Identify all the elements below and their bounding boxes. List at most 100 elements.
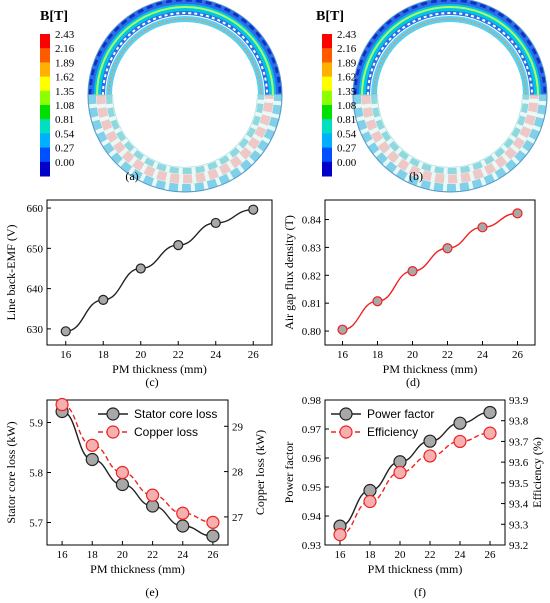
- chart-f-y2-tick-label: 93.7: [509, 436, 529, 448]
- colorbar-b-tick-label: 1.08: [337, 100, 357, 112]
- chart-e-x-tick-label: 18: [87, 549, 99, 561]
- colorbar-a-tick-label: 0.27: [55, 143, 75, 155]
- chart-c-y-axis-label: Line back-EMF (V): [4, 225, 18, 321]
- chart-d-x-tick-label: 18: [372, 349, 384, 361]
- chart-e-series-0-point: [85, 452, 99, 467]
- chart-f-x-tick-label: 24: [455, 549, 467, 561]
- colorbar-b-tick-label: 0.27: [337, 143, 357, 155]
- chart-f-y-tick-label: 0.93: [302, 540, 322, 552]
- colorbar-a-tick-label: 0.81: [55, 114, 74, 126]
- colorbar-a-tick-label: 1.62: [55, 72, 74, 84]
- chart-e-series-1-point: [85, 438, 99, 452]
- chart-d-series-0-line: [342, 212, 518, 331]
- chart-e-series-1-point: [176, 506, 190, 520]
- chart-f-y2-tick-label: 93.9: [509, 395, 529, 407]
- chart-e-y-tick-label: 5.8: [29, 468, 43, 480]
- chart-d-x-tick-label: 16: [337, 349, 349, 361]
- chart-c-series-0-line: [65, 208, 254, 333]
- chart-d-x-tick-label: 20: [407, 349, 419, 361]
- chart-e-y2-tick-label: 29: [232, 421, 244, 433]
- chart-e-legend-marker: [106, 425, 120, 439]
- chart-f-y2-axis-label: Efficiency (%): [530, 437, 544, 508]
- chart-c-y-tick-label: 650: [27, 243, 44, 255]
- chart-d-series-0-point: [512, 208, 523, 219]
- chart-f-x-tick-label: 18: [365, 549, 377, 561]
- chart-power-factor-efficiency: 16 18 20 22 24 26 0.93 0.94 0.95 0.96 0.97 0.98 93.2…: [282, 395, 544, 576]
- colorbar-b-tick-label: 1.35: [337, 86, 357, 98]
- colorbar-a-swatch: [40, 147, 50, 163]
- motor-cross-section-b: [353, 0, 547, 192]
- chart-f-y2-tick-label: 93.2: [509, 540, 528, 552]
- colorbar-b-swatch: [322, 105, 332, 120]
- chart-e-legend-label: Copper loss: [134, 425, 198, 439]
- colorbar-a-tick-label: 0.00: [55, 157, 75, 169]
- colorbar-b-tick-label: 1.89: [337, 57, 357, 69]
- colorbar-a-swatch: [40, 48, 50, 63]
- chart-d-y-tick-label: 0.83: [302, 242, 322, 254]
- chart-d-x-tick-label: 26: [512, 349, 524, 361]
- caption-d: (d): [406, 375, 420, 389]
- colorbar-b-swatch: [322, 133, 332, 149]
- chart-f-legend-marker: [339, 425, 353, 439]
- chart-e-legend-marker: [106, 407, 120, 421]
- chart-c-x-tick-label: 18: [98, 349, 110, 361]
- chart-c-x-tick-label: 26: [248, 349, 260, 361]
- chart-c-y-tick-label: 660: [27, 203, 44, 215]
- chart-f-x-tick-label: 22: [425, 549, 436, 561]
- chart-e-y2-axis-label: Copper loss (kW): [253, 430, 267, 515]
- chart-c-x-tick-label: 22: [173, 349, 184, 361]
- colorbar-a-tick-label: 1.08: [55, 100, 75, 112]
- chart-d-frame: [324, 199, 536, 346]
- chart-d-x-tick-label: 22: [442, 349, 453, 361]
- chart-c-series-0-point: [173, 240, 184, 251]
- chart-e-x-tick-label: 22: [147, 549, 158, 561]
- chart-e-x-tick-label: 16: [57, 549, 69, 561]
- chart-f-series-1-point: [453, 434, 467, 449]
- chart-e-y-tick-label: 5.9: [29, 418, 43, 430]
- chart-c-y-tick-label: 630: [27, 324, 44, 336]
- chart-d-series-0-point: [337, 324, 348, 335]
- chart-e-series-0-point: [176, 519, 190, 533]
- colorbar-b-swatch: [322, 76, 332, 92]
- chart-f-series-1-point: [333, 528, 347, 542]
- colorbar-a-swatch: [40, 76, 50, 92]
- chart-f-series-0-point: [423, 434, 437, 448]
- chart-f-series-1-point: [483, 426, 497, 440]
- chart-f-legend-label: Efficiency: [367, 425, 418, 439]
- chart-f-legend-marker: [339, 407, 353, 421]
- chart-f-y-tick-label: 0.95: [302, 482, 322, 494]
- chart-f-series-1-line: [339, 432, 491, 536]
- colorbar-b-tick-label: 0.54: [337, 128, 357, 140]
- colorbar-b-swatch: [322, 34, 332, 49]
- colorbar-a-tick-label: 1.35: [55, 86, 75, 98]
- chart-e-y-tick-label: 5.7: [29, 518, 43, 530]
- chart-e-y2-tick-label: 27: [232, 512, 244, 524]
- chart-f-y-tick-label: 0.97: [302, 424, 322, 436]
- chart-d-series-0-point: [372, 296, 383, 307]
- colorbar-b-tick-label: 0.00: [337, 157, 357, 169]
- colorbar-a-swatch: [40, 62, 50, 78]
- chart-e-legend-label: Stator core loss: [134, 407, 217, 421]
- chart-e-series-1-point: [55, 397, 69, 412]
- chart-f-series-0-point: [453, 416, 467, 430]
- chart-f-legend-label: Power factor: [367, 407, 434, 421]
- chart-f-x-tick-label: 26: [485, 549, 497, 561]
- caption-b: (b): [409, 169, 423, 183]
- chart-e-x-tick-label: 24: [177, 549, 189, 561]
- chart-back-emf: 16 18 20 22 24 26 630 640 650 660 PM thickness (mm…: [4, 199, 273, 376]
- chart-f-y-tick-label: 0.98: [302, 395, 322, 407]
- chart-c-y-tick-label: 640: [27, 284, 44, 296]
- colorbar-b-tick-label: 1.62: [337, 72, 356, 84]
- chart-d-series-0-point: [442, 243, 453, 254]
- colorbar-a-swatch: [40, 133, 50, 149]
- chart-d-y-tick-label: 0.82: [302, 270, 321, 282]
- chart-f-series-1-point: [393, 465, 407, 480]
- chart-f-y-axis-label: Power factor: [282, 442, 296, 504]
- chart-c-series-0-point: [210, 217, 221, 229]
- chart-e-x-tick-label: 26: [207, 549, 219, 561]
- colorbar-b-swatch: [322, 161, 332, 177]
- chart-c-series-0-point: [248, 204, 259, 215]
- colorbar-b-swatch: [322, 147, 332, 163]
- colorbar-title-b: B[T]: [316, 9, 344, 24]
